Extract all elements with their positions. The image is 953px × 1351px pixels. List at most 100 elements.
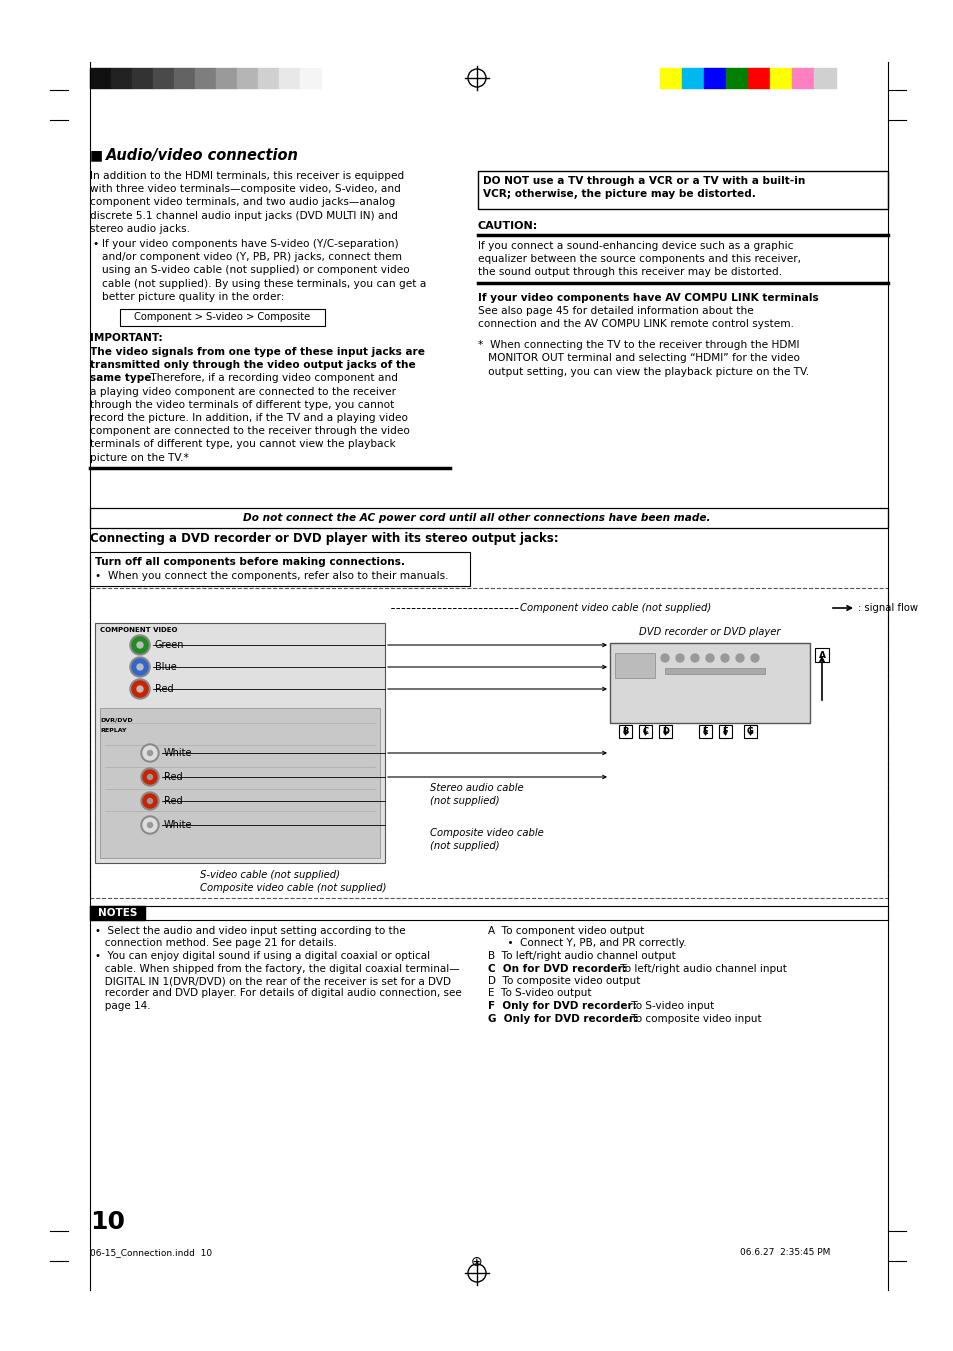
Text: •  Select the audio and video input setting according to the: • Select the audio and video input setti… — [95, 925, 405, 936]
Text: To left/right audio channel input: To left/right audio channel input — [617, 963, 786, 974]
Text: page 14.: page 14. — [95, 1001, 151, 1011]
Text: •  When you connect the components, refer also to their manuals.: • When you connect the components, refer… — [95, 571, 448, 581]
Text: Turn off all components before making connections.: Turn off all components before making co… — [95, 557, 405, 567]
Bar — [152, 68, 173, 88]
Text: 06-15_Connection.indd  10: 06-15_Connection.indd 10 — [90, 1248, 212, 1256]
Text: connection and the AV COMPU LINK remote control system.: connection and the AV COMPU LINK remote … — [477, 319, 793, 330]
Text: The video signals from one type of these input jacks are: The video signals from one type of these… — [90, 347, 424, 357]
Text: DO NOT use a TV through a VCR or a TV with a built-in: DO NOT use a TV through a VCR or a TV wi… — [482, 176, 804, 186]
Text: *  When connecting the TV to the receiver through the HDMI: * When connecting the TV to the receiver… — [477, 340, 799, 350]
Text: VCR; otherwise, the picture may be distorted.: VCR; otherwise, the picture may be disto… — [482, 189, 755, 199]
Text: If your video components have AV COMPU LINK terminals: If your video components have AV COMPU L… — [477, 293, 818, 303]
Text: equalizer between the source components and this receiver,: equalizer between the source components … — [477, 254, 801, 265]
Text: COMPONENT VIDEO: COMPONENT VIDEO — [100, 627, 177, 634]
Circle shape — [130, 680, 150, 698]
Text: Blue: Blue — [154, 662, 176, 671]
Bar — [725, 68, 747, 88]
Bar — [615, 653, 655, 678]
Text: Therefore, if a recording video component and: Therefore, if a recording video componen… — [147, 373, 397, 384]
Bar — [664, 667, 764, 674]
Text: White: White — [164, 748, 193, 758]
Text: Component > S-video > Composite: Component > S-video > Composite — [134, 312, 311, 323]
Bar — [95, 623, 385, 863]
Circle shape — [132, 659, 148, 676]
Text: Red: Red — [154, 684, 173, 694]
Bar — [791, 68, 813, 88]
Circle shape — [720, 654, 728, 662]
Text: S-video cable (not supplied): S-video cable (not supplied) — [200, 870, 339, 880]
Text: DIGITAL IN 1(DVR/DVD) on the rear of the receiver is set for a DVD: DIGITAL IN 1(DVR/DVD) on the rear of the… — [95, 975, 451, 986]
Text: Green: Green — [154, 640, 184, 650]
Bar — [100, 708, 379, 858]
Text: stereo audio jacks.: stereo audio jacks. — [90, 224, 190, 234]
Text: cable. When shipped from the factory, the digital coaxial terminal—: cable. When shipped from the factory, th… — [95, 963, 459, 974]
Bar — [659, 725, 671, 738]
Text: White: White — [164, 820, 193, 830]
Text: Composite video cable (not supplied): Composite video cable (not supplied) — [200, 884, 386, 893]
Text: output setting, you can view the playback picture on the TV.: output setting, you can view the playbac… — [477, 366, 808, 377]
Bar — [173, 68, 194, 88]
Text: MONITOR OUT terminal and selecting “HDMI” for the video: MONITOR OUT terminal and selecting “HDMI… — [477, 354, 800, 363]
Text: F: F — [722, 727, 727, 736]
Text: (not supplied): (not supplied) — [430, 796, 499, 807]
Text: terminals of different type, you cannot view the playback: terminals of different type, you cannot … — [90, 439, 395, 450]
Circle shape — [143, 794, 157, 808]
Circle shape — [148, 823, 152, 828]
Bar — [477, 172, 887, 209]
Text: E: E — [702, 727, 707, 736]
Text: In addition to the HDMI terminals, this receiver is equipped: In addition to the HDMI terminals, this … — [90, 172, 404, 181]
Text: component video terminals, and two audio jacks—analog: component video terminals, and two audio… — [90, 197, 395, 208]
Text: with three video terminals—composite video, S-video, and: with three video terminals—composite vid… — [90, 184, 400, 195]
Text: Composite video cable: Composite video cable — [430, 828, 543, 838]
Text: record the picture. In addition, if the TV and a playing video: record the picture. In addition, if the … — [90, 413, 408, 423]
Text: D  To composite video output: D To composite video output — [488, 975, 639, 986]
Text: NOTES: NOTES — [98, 908, 137, 917]
Text: (not supplied): (not supplied) — [430, 842, 499, 851]
Text: Red: Red — [164, 796, 182, 807]
Text: Audio/video connection: Audio/video connection — [106, 149, 298, 163]
Text: using an S-video cable (not supplied) or component video: using an S-video cable (not supplied) or… — [102, 265, 410, 276]
Circle shape — [141, 767, 159, 786]
Text: better picture quality in the order:: better picture quality in the order: — [102, 292, 284, 301]
Circle shape — [705, 654, 713, 662]
Circle shape — [137, 663, 143, 670]
Bar — [215, 68, 236, 88]
Circle shape — [148, 751, 152, 755]
Circle shape — [143, 770, 157, 784]
Bar — [111, 68, 132, 88]
Text: REPLAY: REPLAY — [100, 728, 127, 734]
Circle shape — [735, 654, 743, 662]
Text: Component video cable (not supplied): Component video cable (not supplied) — [519, 603, 711, 613]
Circle shape — [141, 792, 159, 811]
Text: connection method. See page 21 for details.: connection method. See page 21 for detai… — [95, 939, 336, 948]
Circle shape — [660, 654, 668, 662]
Bar — [743, 725, 757, 738]
Circle shape — [676, 654, 683, 662]
Text: B: B — [621, 727, 628, 736]
Bar — [120, 309, 325, 326]
Bar — [90, 68, 111, 88]
Circle shape — [141, 744, 159, 762]
Text: IMPORTANT:: IMPORTANT: — [90, 332, 163, 343]
Bar — [609, 643, 809, 723]
Text: G: G — [746, 727, 753, 736]
Bar — [132, 68, 152, 88]
Text: 06.6.27  2:35:45 PM: 06.6.27 2:35:45 PM — [740, 1248, 829, 1256]
Text: component are connected to the receiver through the video: component are connected to the receiver … — [90, 426, 410, 436]
Bar — [236, 68, 257, 88]
Text: : signal flow: : signal flow — [857, 603, 917, 613]
Text: To S-video input: To S-video input — [627, 1001, 714, 1011]
Circle shape — [148, 798, 152, 804]
Text: same type.: same type. — [90, 373, 155, 384]
Text: F  Only for DVD recorder:: F Only for DVD recorder: — [488, 1001, 636, 1011]
Text: DVR/DVD: DVR/DVD — [100, 717, 132, 723]
Text: cable (not supplied). By using these terminals, you can get a: cable (not supplied). By using these ter… — [102, 278, 426, 289]
Text: If you connect a sound-enhancing device such as a graphic: If you connect a sound-enhancing device … — [477, 240, 793, 251]
Bar — [769, 68, 791, 88]
Circle shape — [148, 774, 152, 780]
Bar — [278, 68, 299, 88]
Text: •  You can enjoy digital sound if using a digital coaxial or optical: • You can enjoy digital sound if using a… — [95, 951, 430, 961]
Circle shape — [690, 654, 699, 662]
Circle shape — [137, 642, 143, 648]
Bar — [681, 68, 703, 88]
